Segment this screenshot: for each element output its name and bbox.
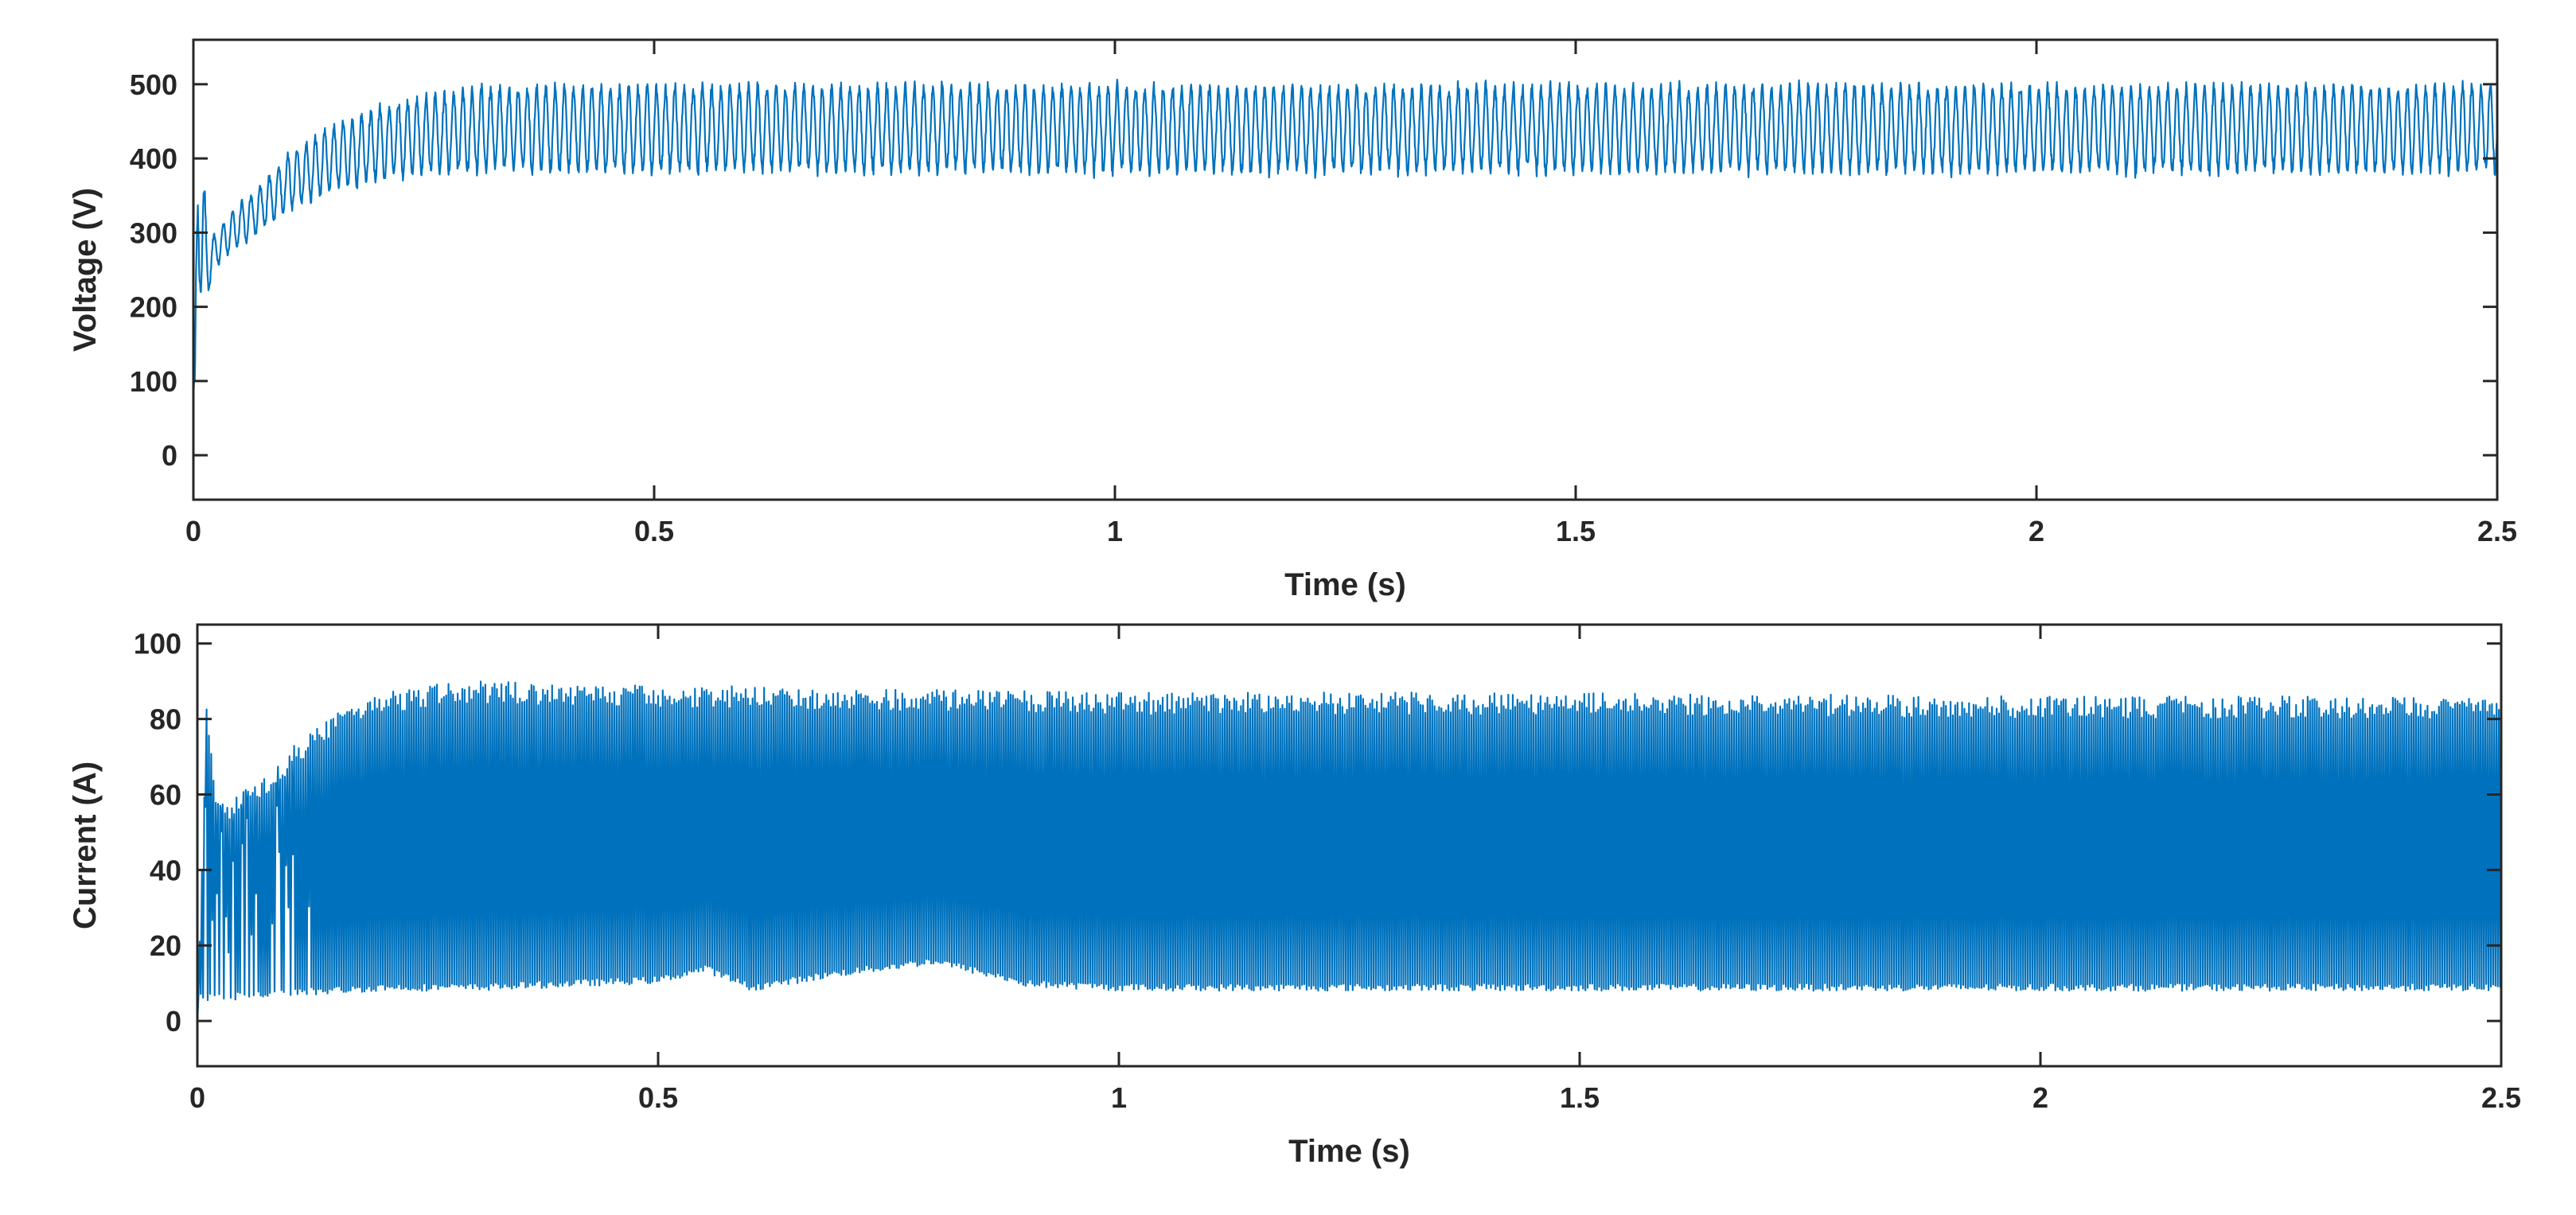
current-series xyxy=(197,680,2501,1024)
current-plot-frame xyxy=(196,623,2503,1068)
y-tick-label: 300 xyxy=(130,216,177,249)
voltage-plot: 0 0.5 1 1.5 2 2.5 0 100 200 300 400 500 Time (s) Vo… xyxy=(68,38,2517,602)
y-tick-label: 0 xyxy=(166,1005,181,1038)
y-tick-label: 0 xyxy=(162,439,177,472)
x-tick-label: 1 xyxy=(1107,515,1123,547)
current-plot: 0 0.5 1 1.5 2 2.5 0 20 40 60 80 100 Time (s) Curren… xyxy=(68,623,2521,1169)
x-tick-label: 2.5 xyxy=(2481,1081,2521,1114)
voltage-series xyxy=(193,78,2497,396)
x-tick-label: 1.5 xyxy=(1556,515,1596,547)
x-tick-label: 0 xyxy=(189,1081,205,1114)
voltage-x-axis-label: Time (s) xyxy=(1284,567,1406,602)
x-tick-label: 1.5 xyxy=(1560,1081,1600,1114)
voltage-plot-frame xyxy=(192,38,2499,501)
y-tick-label: 200 xyxy=(130,291,177,324)
y-tick-label: 100 xyxy=(134,628,181,660)
x-tick-label: 1 xyxy=(1111,1081,1127,1114)
x-tick-label: 0.5 xyxy=(634,515,674,547)
current-y-axis-label: Current (A) xyxy=(68,761,103,929)
y-tick-label: 400 xyxy=(130,142,177,175)
y-tick-label: 80 xyxy=(150,703,181,736)
x-tick-label: 0 xyxy=(185,515,201,547)
current-line xyxy=(197,680,2501,1024)
current-x-axis-label: Time (s) xyxy=(1288,1134,1410,1169)
x-tick-label: 2 xyxy=(2028,515,2044,547)
voltage-line xyxy=(193,78,2497,396)
x-tick-label: 2 xyxy=(2032,1081,2048,1114)
y-tick-label: 100 xyxy=(130,365,177,398)
y-tick-label: 60 xyxy=(150,778,181,811)
voltage-y-axis-label: Voltage (V) xyxy=(68,188,103,352)
y-tick-label: 20 xyxy=(150,929,181,962)
y-tick-label: 500 xyxy=(130,68,177,101)
voltage-axis-ticks: 0 0.5 1 1.5 2 2.5 0 100 200 300 400 500 xyxy=(130,40,2517,547)
y-tick-label: 40 xyxy=(150,854,181,886)
x-tick-label: 2.5 xyxy=(2477,515,2517,547)
x-tick-label: 0.5 xyxy=(638,1081,678,1114)
